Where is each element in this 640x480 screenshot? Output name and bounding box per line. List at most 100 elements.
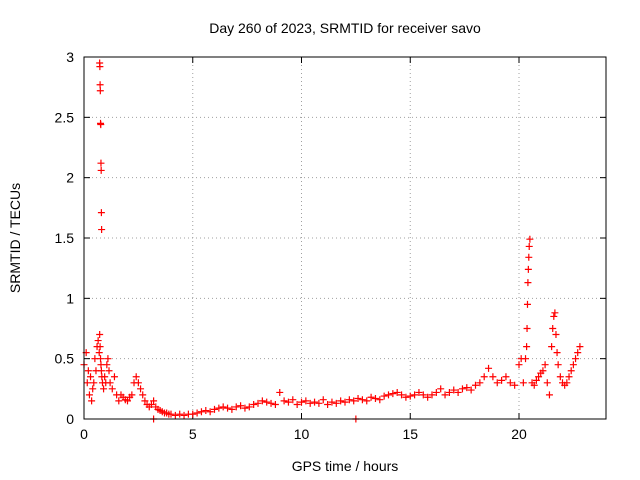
data-point (454, 388, 462, 396)
data-point (522, 355, 530, 363)
data-point (350, 397, 358, 405)
data-point (176, 410, 184, 418)
data-point (124, 397, 131, 405)
data-point (567, 367, 575, 375)
data-point (106, 379, 114, 387)
data-point (543, 379, 551, 387)
data-point (549, 325, 557, 332)
data-point (458, 385, 466, 393)
data-point (437, 385, 445, 393)
data-point (84, 367, 92, 375)
data-point (97, 367, 105, 375)
x-tick-label: 20 (511, 426, 527, 442)
data-point (171, 411, 179, 419)
data-points (80, 59, 584, 423)
data-point (380, 392, 388, 400)
y-tick-label: 1 (66, 290, 74, 306)
chart-title: Day 260 of 2023, SRMTID for receiver sav… (209, 20, 481, 36)
data-point (354, 394, 362, 402)
data-point (132, 373, 140, 381)
data-point (530, 381, 538, 389)
data-point (445, 388, 453, 396)
data-point (406, 392, 414, 400)
data-point (263, 398, 271, 406)
data-point (289, 396, 297, 404)
y-tick-label: 0 (66, 411, 74, 427)
data-point (523, 300, 531, 308)
y-axis-label: SRMTID / TECUs (7, 183, 23, 293)
data-point (550, 312, 558, 320)
data-point (332, 399, 340, 407)
data-point (515, 361, 523, 369)
y-tick-label: 1.5 (55, 230, 75, 246)
grid-lines (84, 57, 606, 419)
data-point (105, 367, 113, 375)
data-point (371, 394, 379, 402)
data-point (367, 393, 375, 401)
data-point (180, 411, 188, 419)
data-point (254, 399, 262, 407)
data-point (324, 401, 332, 409)
x-tick-label: 15 (402, 426, 418, 442)
y-tick-label: 3 (66, 49, 74, 65)
data-point (96, 87, 104, 95)
data-point (96, 63, 104, 71)
data-point (202, 407, 210, 415)
data-point (100, 385, 108, 393)
data-point (89, 385, 97, 393)
data-point (110, 373, 118, 381)
data-point (565, 373, 573, 381)
data-point (315, 399, 323, 407)
data-point (97, 159, 105, 167)
data-point (224, 404, 232, 412)
data-point (276, 388, 284, 396)
data-point (485, 364, 493, 372)
data-point (101, 373, 109, 381)
data-point (211, 405, 218, 413)
data-point (576, 343, 584, 351)
data-point (363, 397, 371, 405)
data-point (552, 331, 560, 339)
data-point (97, 355, 105, 363)
data-point (298, 398, 305, 406)
data-point (96, 343, 104, 351)
x-tick-label: 10 (294, 426, 310, 442)
data-point (306, 399, 314, 407)
axis-ticks: 0 5 10 15 20 0 0.5 1 1.5 2 2.5 3 (55, 49, 606, 442)
y-tick-label: 0.5 (55, 351, 75, 367)
data-point (103, 361, 111, 369)
data-point (523, 325, 531, 332)
data-point (94, 337, 102, 345)
data-point (197, 408, 205, 416)
data-point (85, 391, 93, 399)
data-point (97, 361, 105, 369)
data-point (450, 386, 458, 394)
data-point (493, 379, 501, 387)
data-point (539, 367, 547, 375)
data-point (548, 343, 556, 351)
data-point (415, 388, 423, 396)
data-point (402, 393, 410, 401)
y-tick-label: 2.5 (55, 109, 75, 125)
data-point (134, 379, 142, 387)
data-point (337, 397, 345, 405)
data-point (376, 396, 384, 404)
data-point (128, 391, 136, 399)
data-point (428, 391, 436, 399)
data-point (476, 379, 484, 387)
data-point (215, 404, 223, 412)
data-point (98, 226, 106, 234)
data-point (519, 379, 527, 387)
data-point (97, 166, 105, 174)
data-point (267, 399, 275, 407)
data-point (553, 349, 561, 357)
data-point (393, 388, 401, 396)
data-point (419, 391, 427, 399)
data-point (95, 349, 103, 357)
data-point (541, 361, 549, 369)
data-point (467, 386, 475, 394)
x-axis-label: GPS time / hours (292, 458, 399, 474)
data-point (293, 401, 301, 409)
data-point (271, 401, 279, 409)
x-tick-label: 0 (80, 426, 88, 442)
